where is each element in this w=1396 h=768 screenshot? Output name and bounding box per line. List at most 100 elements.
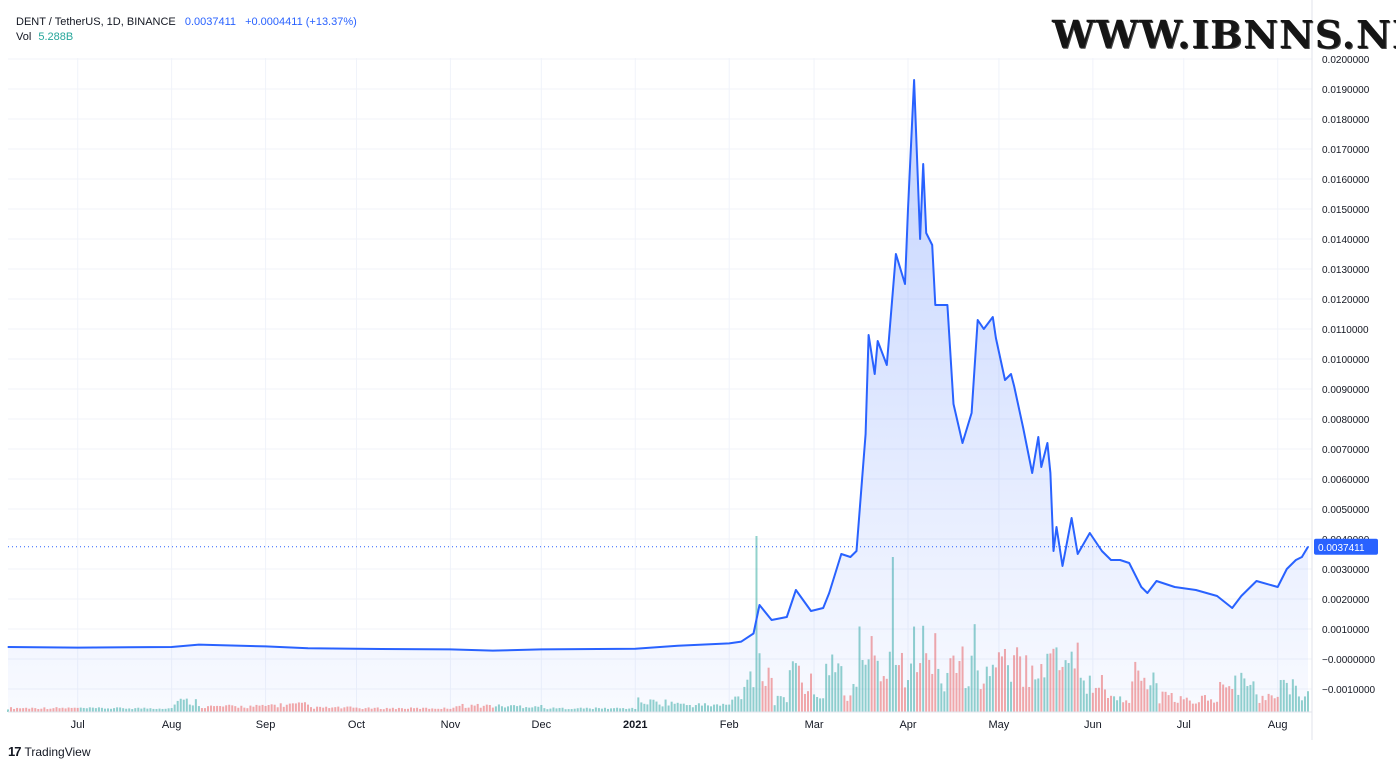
price-point: [752, 632, 755, 635]
price-point: [1049, 472, 1051, 474]
price-point: [1037, 436, 1039, 438]
price-tick-label: 0.0030000: [1322, 565, 1370, 576]
price-point: [865, 433, 867, 435]
price-point: [1277, 586, 1279, 588]
price-point: [822, 607, 824, 609]
price-point: [952, 403, 955, 405]
price-point: [907, 208, 909, 210]
time-tick-label: Mar: [805, 719, 824, 731]
price-tick-label: 0.0100000: [1322, 355, 1370, 366]
price-point: [634, 648, 636, 650]
time-tick-label: Oct: [348, 719, 365, 731]
price-point: [1052, 550, 1055, 552]
time-axis: Jul Aug Sep Oct Nov Dec 2021 Feb Mar Apr May Jun Jul…: [8, 711, 1312, 731]
price-tick-label: 0.0070000: [1322, 445, 1370, 456]
volume-value: 5.288B: [38, 31, 74, 43]
price-point: [1031, 472, 1033, 474]
price-point: [1146, 592, 1148, 594]
price-tick-label: 0.0060000: [1322, 475, 1370, 486]
price-point: [925, 232, 927, 234]
price-point: [1255, 580, 1258, 582]
price-point: [540, 648, 542, 651]
price-tick-label: 0.0180000: [1322, 115, 1370, 126]
price-point: [904, 283, 906, 285]
tradingview-brand[interactable]: 17 TradingView: [8, 744, 91, 759]
price-point: [771, 619, 773, 621]
price-point: [1055, 526, 1058, 528]
tradingview-logo-icon: 17: [8, 744, 22, 759]
price-point: [971, 412, 973, 414]
price-point: [1128, 562, 1130, 564]
price-point: [977, 319, 979, 321]
price-point: [1022, 427, 1024, 429]
price-point: [868, 334, 870, 336]
time-tick-label: Dec: [532, 719, 552, 731]
last-price: 0.0037411: [184, 16, 237, 28]
time-tick-label: Jul: [71, 719, 85, 731]
brand-name: TradingView: [24, 744, 91, 759]
price-point: [449, 648, 451, 651]
price-point: [1155, 580, 1158, 582]
price-point: [758, 604, 761, 606]
price-point: [265, 645, 267, 648]
price-point: [355, 648, 358, 650]
price-tick-label: 0.0010000: [1322, 625, 1370, 636]
price-point: [1089, 532, 1091, 534]
price-point: [77, 647, 79, 649]
price-point: [983, 328, 985, 330]
price-line: [7, 79, 1309, 652]
watermark-text: WWW.IBNNS.NET: [1052, 12, 1396, 57]
price-point: [7, 646, 9, 648]
price-point: [1195, 589, 1197, 591]
price-tick-label: −0.0010000: [1322, 685, 1376, 696]
price-axis: 0.0200000 0.0190000 0.0180000 0.0170000 0.01…: [1311, 0, 1376, 740]
price-point: [740, 641, 742, 643]
time-tick-label: Aug: [162, 719, 182, 731]
price-point: [786, 616, 788, 618]
price-point: [307, 647, 309, 649]
price-point: [849, 556, 852, 558]
price-point: [1286, 568, 1288, 570]
price-point: [198, 644, 200, 646]
price-point: [931, 244, 933, 246]
price-point: [1071, 517, 1073, 519]
price-point: [1301, 556, 1303, 558]
price-point: [855, 550, 858, 552]
price-tick-label: 0.0090000: [1322, 385, 1370, 396]
price-point: [1174, 586, 1176, 588]
price-tick-label: 0.0110000: [1322, 325, 1369, 336]
price-point: [492, 650, 494, 652]
time-tick-label: May: [989, 719, 1010, 731]
price-point: [1077, 553, 1079, 555]
price-area: [7, 79, 1309, 712]
symbol-legend: DENT / TetherUS, 1D, BINANCE 0.0037411 +…: [16, 15, 357, 30]
price-tick-label: −0.0000000: [1322, 655, 1376, 666]
price-tick-label: 0.0080000: [1322, 415, 1370, 426]
price-tick-label: 0.0160000: [1322, 175, 1370, 186]
price-point: [946, 304, 949, 306]
time-tick-label: Apr: [899, 719, 916, 731]
time-tick-label: Nov: [441, 719, 461, 731]
price-point: [874, 373, 876, 375]
price-tick-label: 0.0200000: [1322, 55, 1370, 66]
price-tick-label: 0.0120000: [1322, 295, 1370, 306]
price-tick-label: 0.0170000: [1322, 145, 1370, 156]
price-point: [1013, 385, 1015, 387]
price-point: [1295, 559, 1297, 561]
price-tick-label: 0.0140000: [1322, 235, 1370, 246]
price-point: [840, 553, 842, 555]
price-point: [1101, 550, 1103, 552]
time-tick-label: Sep: [256, 719, 276, 731]
time-tick-label: Aug: [1268, 719, 1288, 731]
price-point: [1046, 442, 1048, 444]
time-tick-label: Jul: [1177, 719, 1191, 731]
current-price-tag: 0.0037411: [8, 538, 1378, 555]
price-point: [895, 253, 897, 255]
price-point: [877, 340, 879, 342]
time-tick-label: Jun: [1084, 719, 1102, 731]
price-point: [1231, 607, 1233, 609]
price-point: [1110, 559, 1112, 561]
price-point: [728, 642, 730, 645]
price-tick-label: 0.0020000: [1322, 595, 1370, 606]
